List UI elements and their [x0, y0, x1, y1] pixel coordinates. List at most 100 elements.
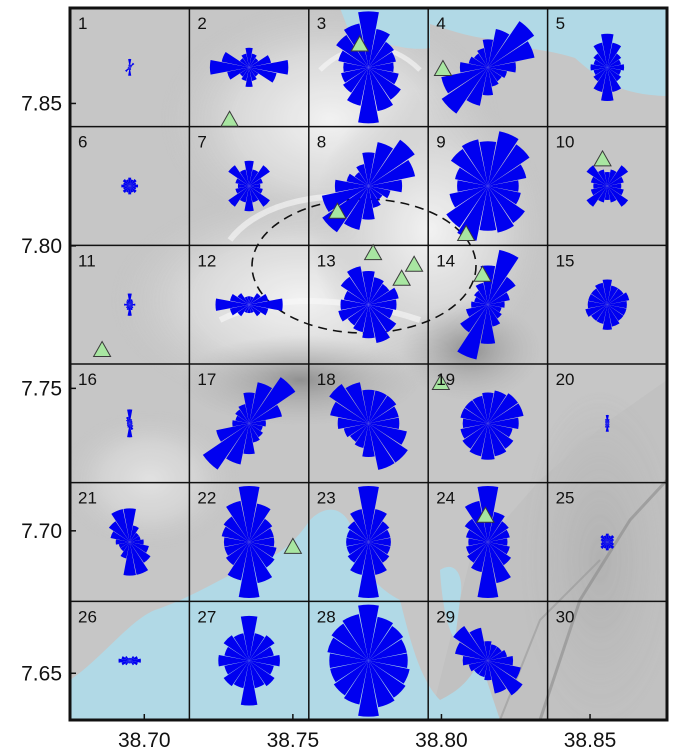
rose-petal	[129, 304, 133, 311]
rose-petal	[607, 422, 610, 424]
rose-petal	[233, 660, 250, 689]
rose-diagram	[228, 160, 270, 212]
rose-petal	[487, 542, 512, 566]
rose-petal	[245, 47, 253, 68]
rose-petal	[465, 542, 488, 555]
rose-diagram	[600, 533, 615, 551]
rose-petal	[487, 660, 507, 694]
rose-petal	[129, 542, 149, 553]
rose-petal	[487, 62, 516, 73]
rose-petal	[238, 404, 250, 424]
rose-petal	[487, 67, 508, 79]
rose-petal	[224, 660, 250, 675]
rose-petal	[223, 660, 250, 687]
rose-petal	[221, 52, 250, 68]
rose-petal	[244, 160, 254, 186]
rose-petal	[209, 60, 250, 75]
rose-petal	[487, 423, 513, 438]
rose-petal	[249, 55, 272, 68]
rose-petal	[216, 423, 250, 442]
rose-petal	[354, 172, 369, 186]
rose-diagram	[209, 47, 289, 87]
rose-petal	[607, 42, 622, 68]
rose-petal	[487, 249, 519, 305]
cell-label: 30	[556, 607, 575, 626]
rose-petal	[235, 186, 250, 194]
rose-petal	[249, 660, 274, 675]
rose-petal	[121, 656, 130, 661]
rose-petal	[127, 423, 130, 428]
rose-petal	[358, 11, 379, 68]
pond-southeast	[440, 566, 462, 640]
rose-petal	[465, 304, 488, 317]
rose-petal	[607, 59, 621, 68]
rose-petal	[129, 539, 144, 545]
rose-petal	[347, 266, 369, 305]
rose-petal	[464, 400, 488, 424]
cell-label: 19	[436, 370, 455, 389]
rose-petal	[226, 423, 250, 465]
rose-petal	[487, 423, 514, 449]
rose-diagram	[327, 604, 410, 717]
rose-petal	[235, 178, 250, 186]
rose-petal	[368, 423, 408, 463]
rose-petal	[346, 537, 369, 547]
rose-petal	[462, 655, 488, 666]
rose-petal	[333, 660, 369, 696]
rose-petal	[249, 635, 275, 661]
rose-petal	[466, 67, 488, 106]
rose-petal	[338, 304, 369, 322]
rose-petal	[607, 423, 610, 428]
cell-label: 11	[78, 251, 96, 270]
rose-petal	[249, 53, 257, 68]
rose-petal	[129, 304, 134, 309]
station-triangle-icon	[593, 149, 612, 167]
rose-petal	[249, 178, 263, 186]
rose-petal	[607, 542, 615, 549]
rose-petal	[322, 186, 369, 233]
rose-petal	[368, 660, 406, 698]
rose-petal	[368, 625, 404, 661]
rose-petal	[343, 62, 369, 73]
rose-petal	[368, 304, 390, 344]
rose-diagram	[457, 249, 519, 360]
rose-petal	[368, 542, 387, 575]
rose-petal	[340, 299, 369, 310]
rose-petal	[123, 182, 130, 186]
rose-petal	[362, 304, 375, 339]
rose-petal	[128, 67, 130, 68]
rose-petal	[129, 67, 132, 68]
rose-petal	[450, 149, 488, 186]
rose-petal	[249, 528, 274, 542]
rose-petal	[446, 186, 488, 228]
rose-diagram	[218, 615, 280, 706]
rose-petal	[441, 67, 488, 94]
rose-petal	[343, 186, 369, 230]
rose-petal	[232, 420, 250, 427]
rose-petal	[593, 67, 608, 92]
rose-petal	[126, 416, 130, 424]
rose-petal	[249, 404, 282, 424]
rose-petal	[129, 179, 137, 186]
rose-petal	[604, 171, 610, 186]
rose-petal	[350, 423, 369, 442]
rose-petal	[607, 288, 624, 305]
rose-petal	[368, 304, 397, 333]
rose-petal	[249, 542, 275, 568]
rose-petal	[249, 423, 263, 438]
rose-petal	[368, 395, 397, 424]
rose-petal	[607, 538, 614, 542]
rose-petal	[368, 542, 391, 555]
cell-label: 21	[78, 489, 97, 508]
station-triangle-icon	[363, 243, 383, 261]
rose-petal	[471, 301, 488, 308]
rose-petal	[368, 28, 390, 68]
rose-petal	[368, 521, 390, 542]
rose-petal	[487, 292, 510, 305]
rose-diagram	[585, 279, 630, 330]
rose-petal	[487, 144, 530, 186]
rose-petal	[601, 33, 614, 68]
rose-diagram	[446, 131, 530, 241]
rose-petal	[223, 537, 250, 547]
